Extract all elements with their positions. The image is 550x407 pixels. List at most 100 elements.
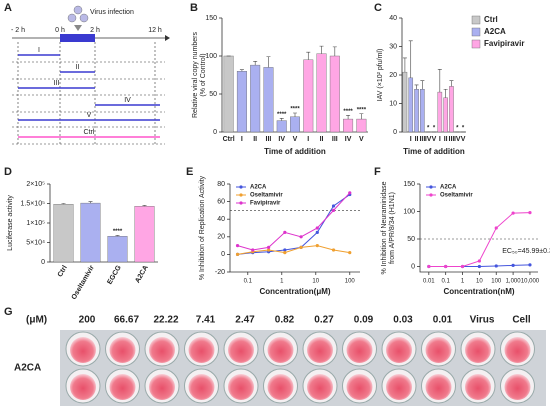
axes — [419, 184, 538, 273]
bar — [250, 64, 261, 133]
y-axis-label: IAV (×10² pfu/ml) — [377, 49, 384, 102]
x-tick-label: IV — [345, 136, 352, 143]
error-bar — [319, 45, 324, 54]
row-label: III — [54, 80, 60, 87]
data-point — [444, 264, 448, 269]
well-medium — [465, 337, 491, 363]
x-tick-label: 1 — [280, 279, 284, 285]
significance: * — [427, 126, 430, 132]
well-medium — [70, 374, 96, 400]
bar — [356, 118, 367, 133]
y-axis-label: Luciferase activity — [7, 195, 14, 251]
well-medium — [228, 374, 254, 400]
well-medium — [307, 374, 333, 400]
arrow-head — [165, 35, 170, 41]
bar — [80, 202, 101, 263]
data-point — [331, 204, 336, 208]
data-point — [299, 235, 303, 239]
row-label: I — [38, 47, 40, 54]
panel-label: F — [374, 166, 381, 178]
x-tick-label: Oseltamivir — [71, 264, 96, 301]
x-tick-label: I — [410, 136, 412, 143]
data-point — [528, 211, 532, 215]
error-bar — [332, 46, 337, 56]
y-tick-label: 20 — [217, 234, 225, 241]
significance: **** — [277, 112, 287, 118]
x-tick-label: IV — [425, 136, 432, 143]
x-tick-label: Ctrl — [57, 264, 69, 278]
significance: **** — [290, 107, 300, 113]
significance: * — [433, 126, 436, 132]
panel-label: A — [4, 2, 12, 14]
legend-label: A2CA — [484, 27, 506, 36]
well-medium — [149, 374, 175, 400]
panel-label: D — [4, 166, 12, 178]
x-tick-label: III — [266, 136, 272, 143]
y-tick-label: 150 — [205, 15, 217, 22]
x-tick-label: 0.1 — [441, 279, 450, 285]
row-label: IV — [124, 97, 131, 104]
virus-icon — [73, 5, 83, 15]
well-medium — [188, 337, 215, 363]
legend-label: Ctrl — [484, 15, 498, 24]
x-tick-label: 10 — [312, 279, 319, 285]
y-tick-label: 40 — [389, 15, 397, 22]
significance: **** — [343, 109, 353, 115]
panel-label: B — [190, 2, 198, 14]
y-tick-label: 60 — [217, 198, 225, 205]
well-medium — [346, 374, 373, 400]
data-point — [235, 252, 240, 256]
data-point — [283, 248, 287, 252]
well-medium — [307, 337, 333, 363]
legend-marker — [429, 185, 433, 189]
data-point — [251, 248, 255, 252]
well-medium — [149, 337, 175, 363]
y-axis-label: % Inhibition of Replication Activity — [199, 175, 206, 280]
legend-marker — [429, 193, 433, 197]
well-medium — [425, 374, 452, 400]
annotation: EC₅₀=45.99±0.35 — [502, 248, 550, 255]
error-bar — [142, 205, 147, 207]
error-bar — [359, 113, 364, 120]
bar — [276, 120, 287, 133]
y-tick-label: 5×10⁴ — [26, 239, 45, 246]
data-point — [348, 191, 352, 195]
legend-swatch — [471, 39, 481, 49]
legend-swatch — [471, 27, 481, 37]
column-label: 0.82 — [275, 315, 295, 326]
plate-photo: G (μM) A2CA — [4, 306, 546, 406]
x-tick-label: 100 — [491, 279, 502, 285]
well-medium — [109, 374, 136, 400]
legend-label: Oseltamivir — [250, 193, 283, 199]
well-medium — [425, 337, 452, 363]
virus-icon — [79, 13, 89, 23]
y-tick-label: 80 — [217, 181, 225, 188]
error-bar — [279, 118, 284, 121]
x-tick-label: V — [461, 136, 466, 143]
bar — [107, 236, 128, 263]
series-line — [237, 245, 350, 255]
unit-label: (μM) — [26, 315, 47, 326]
infection-window — [60, 34, 95, 42]
error-bar — [293, 112, 297, 117]
well-medium — [109, 337, 136, 363]
time-label: 0 h — [55, 27, 65, 34]
row-label: V — [87, 112, 92, 119]
x-tick-label: IV — [454, 136, 461, 143]
data-point — [477, 264, 481, 269]
well-medium — [465, 374, 491, 400]
time-label: 2 h — [90, 27, 100, 34]
bar — [443, 97, 448, 133]
column-label: 22.22 — [153, 315, 178, 326]
bar — [420, 89, 425, 133]
x-tick-label: A2CA — [134, 264, 150, 284]
data-point — [315, 230, 319, 234]
panel-label: G — [4, 306, 13, 318]
column-label: Cell — [512, 315, 531, 326]
legend-marker — [239, 185, 243, 189]
bar — [290, 116, 300, 133]
error-bar — [253, 61, 258, 66]
error-bar — [61, 203, 66, 205]
x-axis-label: Concentration(nM) — [443, 287, 514, 296]
error-bar — [449, 80, 454, 87]
